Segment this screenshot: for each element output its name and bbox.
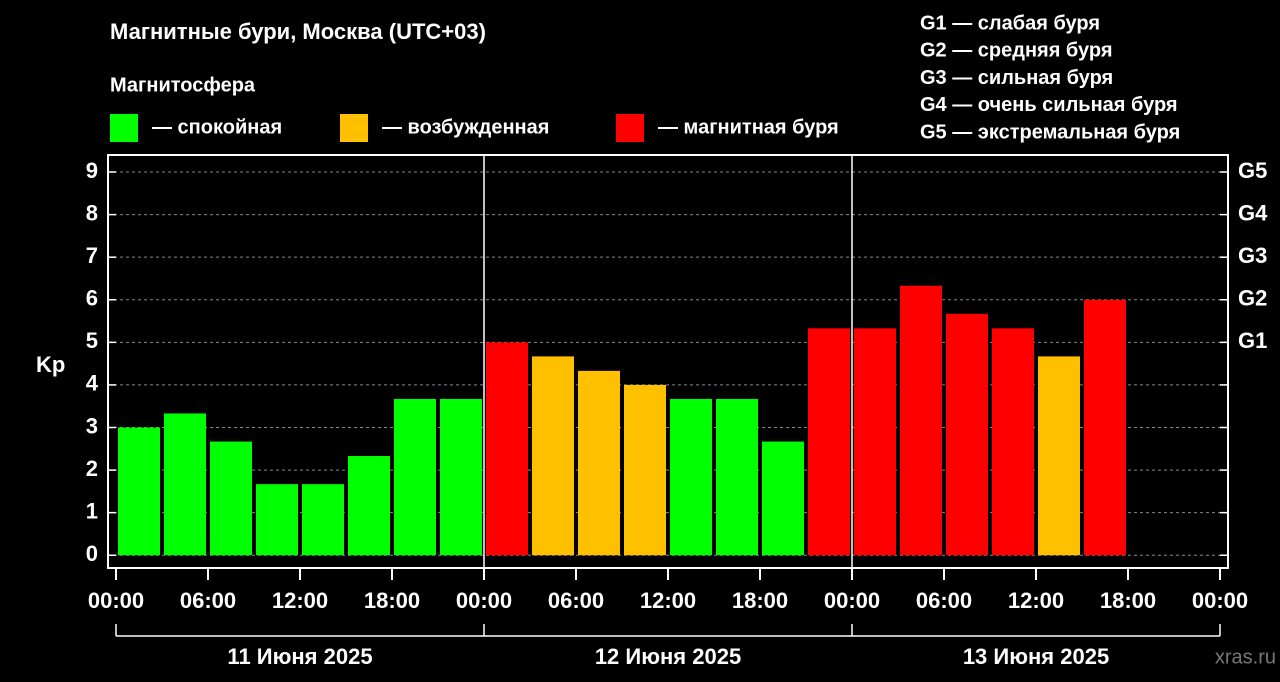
bar <box>992 328 1034 556</box>
x-tick-label: 12:00 <box>272 588 328 613</box>
legend-title: Магнитосфера <box>110 74 256 96</box>
bar <box>394 398 436 556</box>
scale-note: G2 — средняя буря <box>920 40 1113 62</box>
watermark: xras.ru <box>1215 646 1276 668</box>
day-label: 12 Июня 2025 <box>595 644 741 669</box>
legend-label: — магнитная буря <box>658 116 839 138</box>
x-tick-label: 00:00 <box>1192 588 1248 613</box>
y-tick-label: 0 <box>86 541 98 566</box>
bar <box>762 441 804 556</box>
x-tick-label: 00:00 <box>88 588 144 613</box>
bar <box>624 384 666 556</box>
bar <box>946 313 988 556</box>
bar <box>210 441 252 556</box>
bar <box>164 413 206 556</box>
y-tick-label: 2 <box>86 456 98 481</box>
x-tick-label: 06:00 <box>548 588 604 613</box>
day-label: 11 Июня 2025 <box>227 644 372 669</box>
y-tick-label: 7 <box>86 243 98 268</box>
chart-title: Магнитные бури, Москва (UTC+03) <box>110 19 486 44</box>
x-tick-label: 00:00 <box>824 588 880 613</box>
scale-note: G1 — слабая буря <box>920 12 1100 34</box>
y-tick-label: 4 <box>86 371 99 396</box>
x-tick-label: 12:00 <box>640 588 696 613</box>
y-tick-label: 1 <box>86 498 98 523</box>
y-tick-label: 3 <box>86 413 98 438</box>
bar <box>900 285 942 556</box>
y2-tick-label: G4 <box>1238 200 1268 225</box>
bar <box>1084 299 1126 556</box>
bar <box>302 484 344 556</box>
legend-label: — возбужденная <box>382 116 549 138</box>
y-axis-label: Kp <box>36 352 65 377</box>
x-tick-label: 00:00 <box>456 588 512 613</box>
legend-swatch <box>340 114 368 142</box>
y-tick-label: 6 <box>86 286 98 311</box>
bar <box>532 356 574 556</box>
bar <box>1038 356 1080 556</box>
legend-swatch <box>110 114 138 142</box>
x-tick-label: 18:00 <box>732 588 788 613</box>
bar <box>440 398 482 556</box>
bar <box>256 484 298 556</box>
legend-swatch <box>616 114 644 142</box>
y2-tick-label: G5 <box>1238 158 1267 183</box>
bar <box>716 398 758 556</box>
bar <box>854 328 896 556</box>
bar <box>808 328 850 556</box>
x-tick-label: 06:00 <box>180 588 236 613</box>
scale-note: G5 — экстремальная буря <box>920 121 1180 143</box>
y-tick-label: 8 <box>86 200 98 225</box>
bar <box>578 370 620 556</box>
y2-tick-label: G2 <box>1238 286 1267 311</box>
bar <box>118 427 160 556</box>
scale-note: G3 — сильная буря <box>920 67 1113 89</box>
bar <box>486 342 528 556</box>
y2-tick-label: G1 <box>1238 328 1267 353</box>
x-tick-label: 12:00 <box>1008 588 1064 613</box>
y2-tick-label: G3 <box>1238 243 1267 268</box>
scale-note: G4 — очень сильная буря <box>920 94 1178 116</box>
x-tick-label: 18:00 <box>1100 588 1156 613</box>
y-tick-label: 5 <box>86 328 98 353</box>
x-tick-label: 18:00 <box>364 588 420 613</box>
legend-label: — спокойная <box>152 116 282 138</box>
day-label: 13 Июня 2025 <box>963 644 1109 669</box>
x-tick-label: 06:00 <box>916 588 972 613</box>
bar <box>348 456 390 556</box>
y-tick-label: 9 <box>86 158 98 183</box>
bar <box>670 398 712 556</box>
